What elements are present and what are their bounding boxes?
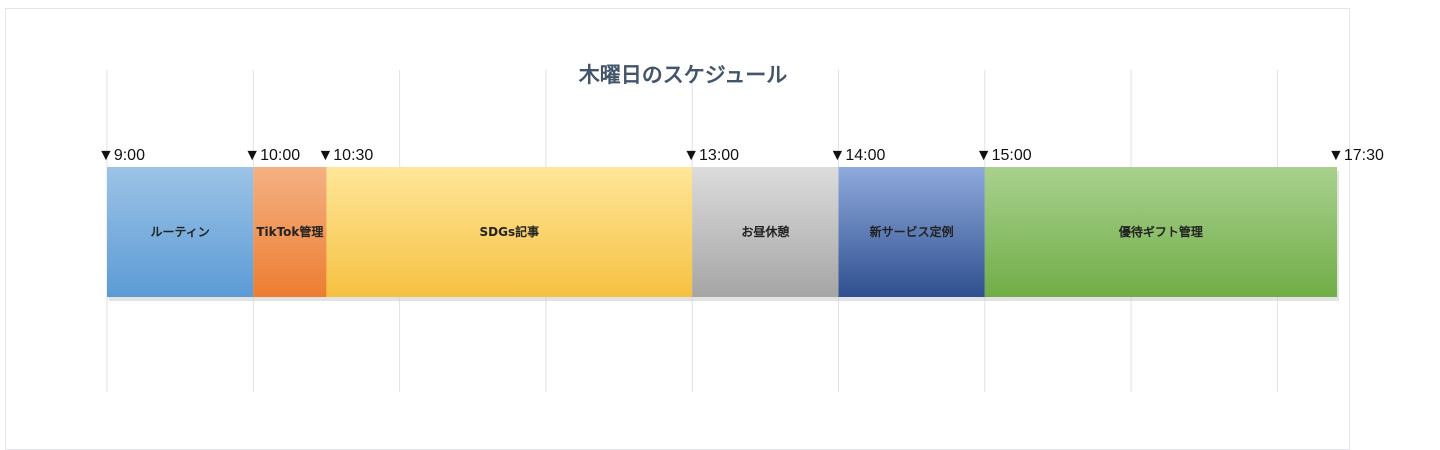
- tick-label: ▼14:00: [830, 147, 886, 164]
- schedule-chart: 木曜日のスケジュール ルーティン TikTok管理 SDGs記事 お昼休憩 新サービス定…: [98, 63, 1384, 392]
- segment-label: SDGs記事: [480, 224, 540, 239]
- bar-segment: [107, 167, 254, 297]
- tick-label: ▼13:00: [683, 147, 739, 164]
- tick-label: ▼15:00: [976, 147, 1032, 164]
- segment-label: お昼休憩: [741, 224, 789, 239]
- chart-title: 木曜日のスケジュール: [578, 63, 788, 87]
- segment-label: 優待ギフト管理: [1118, 224, 1203, 239]
- segment-label: ルーティン: [151, 225, 210, 239]
- tick-labels: ▼9:00 ▼10:00 ▼10:30 ▼13:00 ▼14:00 ▼15:00 ▼17:3…: [98, 147, 1384, 164]
- tick-label: ▼10:00: [244, 147, 300, 164]
- tick-label: ▼10:30: [317, 147, 373, 164]
- segment-label: TikTok管理: [256, 224, 323, 239]
- bar-segment: [253, 167, 327, 297]
- bars: ルーティン TikTok管理 SDGs記事 お昼休憩 新サービス定例 優待ギフト管理: [107, 167, 1339, 301]
- bar-segment: [838, 167, 985, 297]
- bar-segment: [984, 167, 1337, 297]
- tick-label: ▼9:00: [98, 147, 145, 164]
- bar-segment: [692, 167, 839, 297]
- tick-label: ▼17:30: [1328, 147, 1384, 164]
- bar-segment: [326, 167, 693, 297]
- segment-label: 新サービス定例: [870, 224, 954, 239]
